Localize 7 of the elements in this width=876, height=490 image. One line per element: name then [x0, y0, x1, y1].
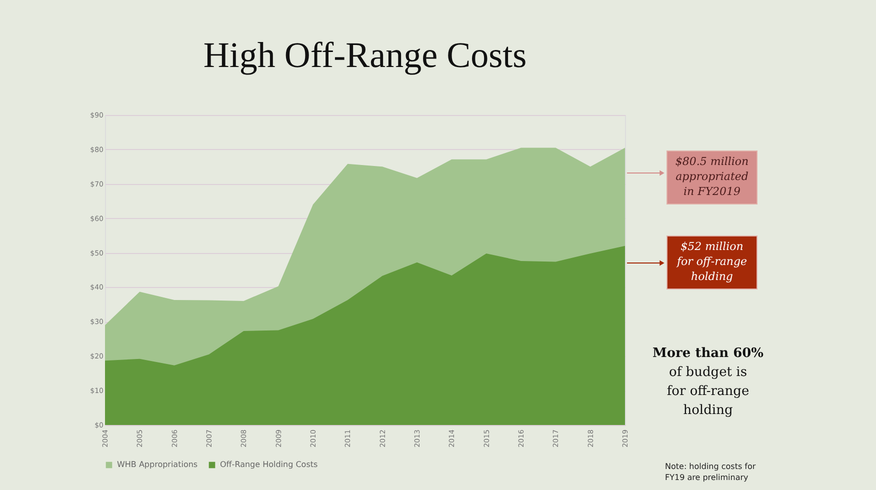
text: $80.5 million appropriated in FY2019 — [675, 155, 749, 198]
chart-title: High Off-Range Costs — [203, 35, 527, 75]
legend-label: WHB Appropriations — [117, 460, 198, 469]
legend-label: Off-Range Holding Costs — [220, 460, 318, 469]
text: More than 60% of budget is for off-range holding — [652, 346, 764, 418]
text: $52 million for off-range holding — [676, 240, 748, 283]
text: Note: holding costs for FY19 are preliminary — [665, 462, 756, 482]
